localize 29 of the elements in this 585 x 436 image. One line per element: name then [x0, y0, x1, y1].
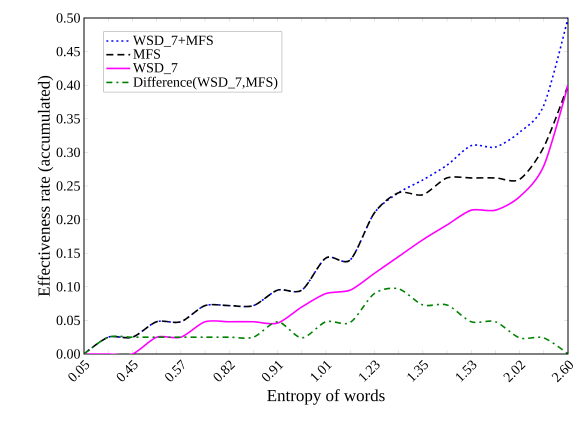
line-series — [84, 288, 568, 354]
y-tick-label: 0.10 — [56, 282, 80, 292]
legend-label: Difference(WSD_7,MFS) — [133, 76, 278, 90]
y-tick-label: 0.25 — [56, 181, 80, 191]
y-tick-label: 0.15 — [56, 248, 80, 258]
x-tick-label: 1.23 — [359, 360, 380, 382]
x-tick-label: 0.45 — [116, 360, 138, 382]
x-tick-label: 2.02 — [503, 360, 526, 382]
y-tick-label: 0.45 — [56, 46, 80, 56]
x-tick-label: 0.57 — [165, 359, 184, 382]
y-axis-title: Effectiveness rate (accumulated) — [38, 76, 54, 296]
y-tick-label: 0.40 — [56, 80, 80, 90]
y-tick-label: 0.35 — [56, 114, 80, 124]
x-tick-label: 1.53 — [456, 360, 476, 382]
legend-label: WSD_7 — [132, 63, 178, 74]
y-tick-label: 0.30 — [56, 148, 80, 158]
x-tick-label: 1.01 — [310, 360, 332, 382]
y-tick-label: 0.00 — [56, 349, 80, 359]
x-tick-label: 0.91 — [262, 360, 284, 382]
y-tick-label: 0.20 — [56, 214, 80, 224]
x-tick-label: 2.60 — [552, 360, 573, 382]
legend-label: MFS — [133, 49, 160, 59]
x-tick-label: 1.35 — [408, 360, 428, 382]
x-axis-title: Entropy of words — [267, 389, 385, 405]
legend-label: WSD_7+MFS — [132, 36, 213, 47]
y-tick-label: 0.05 — [56, 316, 80, 326]
y-tick-label: 0.50 — [56, 13, 80, 23]
line-series — [84, 18, 568, 354]
x-tick-label: 0.82 — [214, 360, 236, 382]
